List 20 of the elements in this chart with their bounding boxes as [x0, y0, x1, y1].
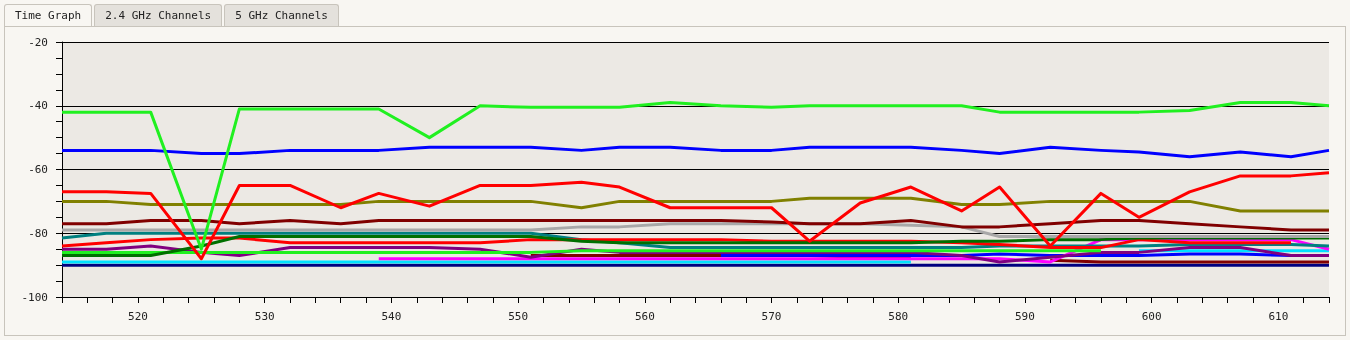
x-tick-label: 550 [508, 310, 529, 323]
text: Time Graph [4, 4, 93, 26]
x-tick-label: 600 [1141, 310, 1162, 323]
line-series [60, 145, 1331, 159]
y-tick-label: -20 [28, 35, 48, 49]
x-tick-label: 530 [254, 310, 275, 323]
x-tick-label: 560 [634, 310, 655, 323]
x-tick-label: 610 [1268, 310, 1289, 323]
x-tick-label: 520 [128, 310, 148, 323]
x-tick-label: 570 [761, 310, 782, 323]
x-tick-label: 580 [888, 310, 909, 323]
text: 5 GHz Channels [224, 4, 339, 26]
y-tick-label: -60 [28, 163, 48, 176]
y-tick-label: -80 [28, 226, 48, 240]
x-tick-label: 540 [381, 310, 402, 323]
y-tick-label: -100 [21, 290, 48, 304]
text: 2.4 GHz Channels [94, 4, 223, 26]
x-tick-label: 590 [1014, 310, 1035, 323]
line-series [60, 196, 1331, 213]
y-tick-label: -40 [28, 99, 48, 113]
